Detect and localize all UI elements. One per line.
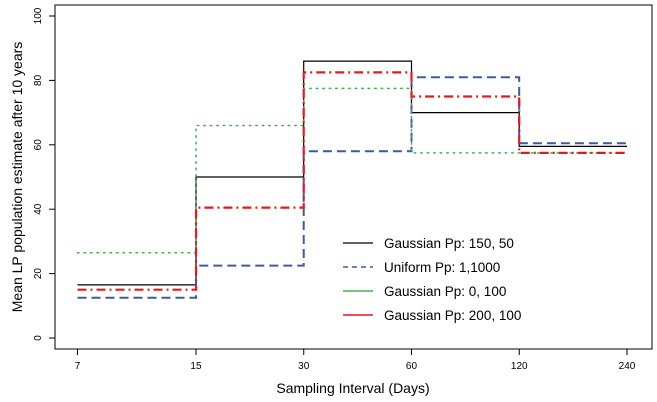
plot-frame — [54, 4, 653, 350]
y-tick-label: 100 — [33, 7, 44, 24]
series-line-2 — [77, 76, 627, 299]
legend-label: Gaussian Pp: 200, 100 — [384, 308, 521, 323]
y-tick-label: 0 — [33, 335, 44, 341]
x-tick-label: 240 — [619, 361, 636, 372]
y-tick-label: 20 — [33, 268, 44, 280]
series-line-1 — [77, 60, 627, 286]
x-tick-label: 15 — [190, 361, 202, 372]
x-axis: 7 15 30 60 120 240 — [75, 349, 636, 372]
series-layer — [76, 60, 628, 299]
x-tick-label: 120 — [511, 361, 528, 372]
y-tick-label: 60 — [33, 139, 44, 151]
series-line-4 — [77, 71, 627, 291]
x-tick-label: 60 — [406, 361, 418, 372]
x-tick-label: 30 — [298, 361, 310, 372]
series-line-3 — [76, 87, 628, 254]
x-axis-title: Sampling Interval (Days) — [276, 380, 429, 396]
legend-label: Gaussian Pp: 150, 50 — [384, 236, 514, 251]
legend-label: Uniform Pp: 1,1000 — [384, 260, 500, 275]
legend-label: Gaussian Pp: 0, 100 — [384, 284, 506, 299]
y-axis: 0 20 40 60 80 100 — [33, 7, 55, 341]
y-axis-title: Mean LP population estimate after 10 yea… — [9, 42, 25, 313]
y-tick-label: 80 — [33, 74, 44, 86]
x-tick-label: 7 — [75, 361, 81, 372]
y-tick-label: 40 — [33, 203, 44, 215]
legend: Gaussian Pp: 150, 50 Uniform Pp: 1,1000 Ga… — [343, 236, 521, 323]
